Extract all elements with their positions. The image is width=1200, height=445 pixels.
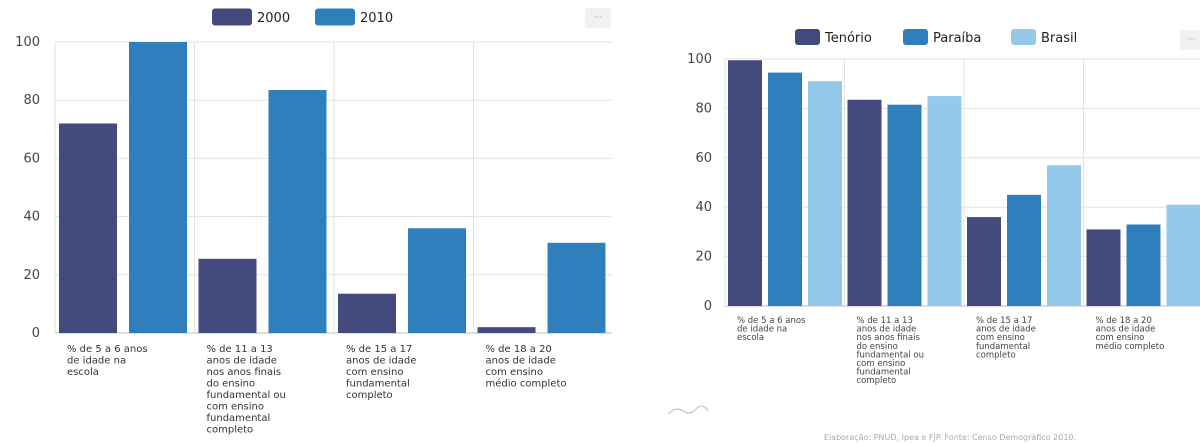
chart2-bar-ten-rio-2[interactable] <box>847 99 882 306</box>
chart2-category-label: fundamental <box>976 342 1030 352</box>
chart1-bar-2000-1[interactable] <box>59 123 117 333</box>
chart1-y-tick-label: 0 <box>32 326 40 341</box>
chart2-category-label: com ensino <box>1096 333 1145 343</box>
chart1-bar-2000-4[interactable] <box>477 327 536 333</box>
chart2-bar-ten-rio-1[interactable] <box>728 60 762 306</box>
chart1-menu-button[interactable]: ··· <box>585 8 611 28</box>
chart1-legend-label[interactable]: 2000 <box>257 11 290 26</box>
chart2-category-label: fundamental <box>857 368 911 378</box>
chart2-y-tick-label: 100 <box>687 52 712 67</box>
chart1-y-tick-label: 20 <box>23 268 40 283</box>
chart2-legend-label[interactable]: Brasil <box>1041 31 1077 46</box>
chart1-legend-label[interactable]: 2010 <box>360 11 393 26</box>
chart1-bar-2010-4[interactable] <box>547 242 606 333</box>
chart1-category-label: % de 11 a 13 <box>207 344 273 355</box>
chart1-category-label: com ensino <box>207 402 264 413</box>
chart1-category-label: anos de idade <box>207 356 277 367</box>
chart2-category-label: com ensino <box>976 333 1025 343</box>
chart2-legend-label[interactable]: Paraíba <box>933 31 981 46</box>
ellipsis-icon: ··· <box>1187 35 1196 45</box>
chart2-bar-brasil-3[interactable] <box>1047 165 1081 306</box>
chart2-category-label: fundamental ou <box>857 350 924 360</box>
chart2-category-label: nos anos finais <box>857 333 921 343</box>
chart2-category-label: de idade na <box>737 325 787 335</box>
chart1-category-label: completo <box>346 390 393 401</box>
chart2-category-label: % de 11 a 13 <box>857 316 913 326</box>
chart2-y-tick-label: 40 <box>695 200 712 215</box>
chart1-legend-swatch[interactable] <box>212 8 252 26</box>
chart1-legend-swatch[interactable] <box>315 8 355 26</box>
chart1-category-label: % de 18 a 20 <box>486 344 552 355</box>
chart1-category-label: fundamental <box>207 413 271 424</box>
chart2-legend-label[interactable]: Tenório <box>824 31 872 46</box>
chart1-bar-2010-1[interactable] <box>129 42 187 333</box>
chart1-bar-2000-3[interactable] <box>338 293 396 333</box>
chart2-legend-swatch[interactable] <box>903 29 928 45</box>
chart1-y-tick-label: 40 <box>23 210 40 225</box>
chart1-category-label: do ensino <box>207 379 256 390</box>
chart2-bar-brasil-2[interactable] <box>927 96 962 306</box>
waves-logo-icon <box>667 405 709 415</box>
chart2-category-label: % de 15 a 17 <box>976 316 1032 326</box>
chart2-y-tick-label: 20 <box>695 250 712 265</box>
chart2-category-label: completo <box>976 350 1016 360</box>
ellipsis-icon: ··· <box>594 13 603 23</box>
chart1-bar-2000-2[interactable] <box>198 258 257 333</box>
chart2-category-label: % de 5 a 6 anos <box>737 316 806 326</box>
chart1-category-label: médio completo <box>486 378 567 390</box>
chart2-category-label: completo <box>857 376 897 386</box>
chart1-category-label: fundamental ou <box>207 390 286 401</box>
chart1-category-label: escola <box>67 367 99 378</box>
chart2-y-tick-label: 60 <box>695 151 712 166</box>
chart1-y-tick-label: 100 <box>15 35 40 50</box>
chart2-bar-para-ba-1[interactable] <box>768 72 802 307</box>
chart1-y-tick-label: 80 <box>23 93 40 108</box>
chart1-y-tick-label: 60 <box>23 151 40 166</box>
chart2-bar-para-ba-2[interactable] <box>887 104 922 306</box>
chart2-y-tick-label: 0 <box>704 299 712 314</box>
chart2-category-label: anos de idade <box>1096 325 1156 335</box>
chart2-category-label: escola <box>737 333 764 343</box>
chart1-category-label: com ensino <box>486 367 543 378</box>
chart1-category-label: nos anos finais <box>207 367 282 378</box>
footer-source: Elaboração: PNUD, Ipea e FJP. Fonte: Cen… <box>824 433 1076 442</box>
chart2-y-tick-label: 80 <box>695 101 712 116</box>
chart2-category-label: com ensino <box>857 359 906 369</box>
chart1-category-label: anos de idade <box>486 356 556 367</box>
chart2-menu-button[interactable]: ··· <box>1180 30 1200 50</box>
chart2-bar-brasil-1[interactable] <box>808 81 842 306</box>
chart1-category-label: % de 5 a 6 anos <box>67 344 148 355</box>
chart2-bar-para-ba-3[interactable] <box>1007 194 1041 306</box>
chart2-category-label: anos de idade <box>976 325 1036 335</box>
chart2-category-label: médio completo <box>1096 341 1165 352</box>
chart2-category-label: anos de idade <box>857 325 917 335</box>
chart1-category-label: de idade na <box>67 356 126 367</box>
chart1-category-label: com ensino <box>346 367 403 378</box>
chart2-category-label: % de 18 a 20 <box>1096 316 1152 326</box>
chart1-bar-2010-3[interactable] <box>408 228 466 333</box>
chart1-category-label: fundamental <box>346 379 410 390</box>
chart2-bar-ten-rio-3[interactable] <box>967 217 1001 306</box>
chart2-bar-brasil-4[interactable] <box>1166 204 1200 306</box>
chart1-category-label: anos de idade <box>346 356 416 367</box>
chart2-legend-swatch[interactable] <box>795 29 820 45</box>
chart2-legend-swatch[interactable] <box>1011 29 1036 45</box>
chart1-category-label: % de 15 a 17 <box>346 344 412 355</box>
chart1-category-label: completo <box>207 425 254 436</box>
chart1-bar-2010-2[interactable] <box>268 90 327 333</box>
chart2-bar-ten-rio-4[interactable] <box>1086 229 1121 306</box>
chart2-bar-para-ba-4[interactable] <box>1126 224 1161 306</box>
chart2-category-label: do ensino <box>857 342 898 352</box>
